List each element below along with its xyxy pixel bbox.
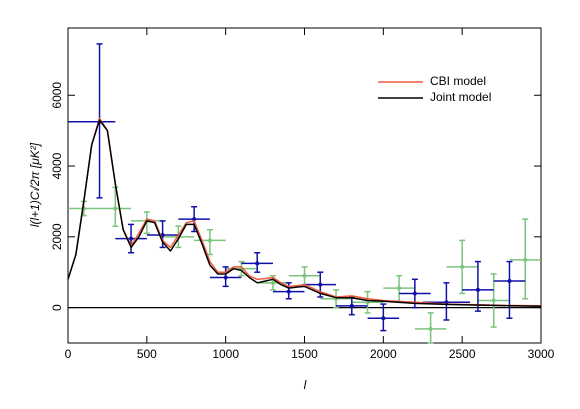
data-point: [223, 275, 228, 280]
x-tick-label: 2500: [449, 347, 476, 361]
x-tick-label: 0: [65, 347, 72, 361]
data-point: [523, 257, 528, 262]
x-axis-label: l: [304, 378, 307, 392]
data-point: [381, 316, 386, 321]
data-point: [460, 264, 465, 269]
legend-label: CBI model: [430, 74, 486, 88]
data-point: [113, 206, 118, 211]
y-tick-label: 4000: [50, 152, 64, 179]
y-tick-label: 0: [50, 304, 64, 311]
data-point: [192, 217, 197, 222]
x-tick-label: 3000: [528, 347, 555, 361]
x-tick-label: 500: [137, 347, 157, 361]
data-point: [397, 286, 402, 291]
x-tick-label: 1000: [212, 347, 239, 361]
data-point: [286, 289, 291, 294]
data-point: [475, 287, 480, 292]
y-tick-label: 2000: [50, 223, 64, 250]
data-point: [349, 303, 354, 308]
data-point: [365, 300, 370, 305]
data-point: [318, 282, 323, 287]
x-tick-label: 2000: [370, 347, 397, 361]
y-axis-label: l(l+1)Cₗ/2π [μK²]: [28, 142, 42, 227]
legend-label: Joint model: [430, 90, 491, 104]
data-point: [207, 238, 212, 243]
data-point: [491, 298, 496, 303]
data-point: [428, 326, 433, 331]
y-tick-label: 6000: [50, 82, 64, 109]
x-tick-label: 1500: [291, 347, 318, 361]
model-line: [67, 119, 542, 307]
data-point: [129, 236, 134, 241]
data-point: [302, 273, 307, 278]
data-point: [507, 279, 512, 284]
data-point: [270, 280, 275, 285]
data-point: [255, 261, 260, 266]
data-point: [412, 291, 417, 296]
